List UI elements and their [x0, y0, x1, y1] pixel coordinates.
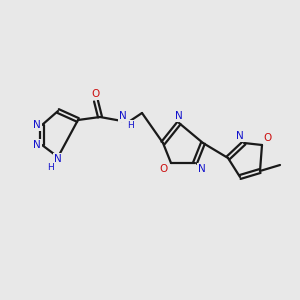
Text: N: N	[54, 154, 62, 164]
Text: O: O	[91, 89, 99, 99]
Text: H: H	[48, 164, 54, 172]
Text: N: N	[175, 111, 183, 121]
Text: N: N	[33, 120, 41, 130]
Text: H: H	[127, 121, 134, 130]
Text: N: N	[198, 164, 206, 174]
Text: O: O	[264, 133, 272, 143]
Text: N: N	[236, 131, 244, 141]
Text: O: O	[160, 164, 168, 174]
Text: N: N	[33, 140, 41, 150]
Text: N: N	[119, 111, 127, 121]
